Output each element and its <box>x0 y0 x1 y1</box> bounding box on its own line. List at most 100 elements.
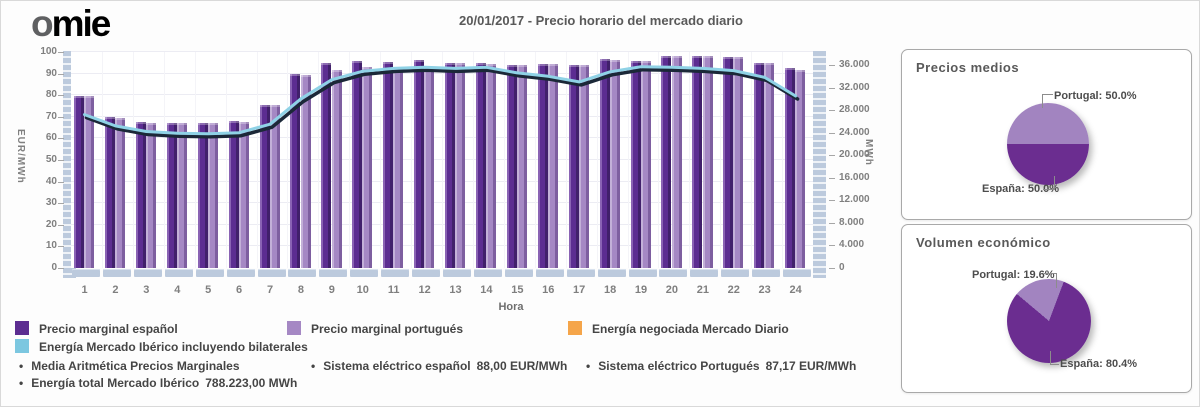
left-axis-tick-60: 60 <box>45 132 57 144</box>
logo-letter-o: o <box>31 3 54 44</box>
bar-platform-hour-11 <box>381 269 410 277</box>
bar-precio-espanol-hour-11 <box>383 61 394 268</box>
panel-volumen-economico: Volumen económico Portugal: 19.6% España… <box>901 224 1192 393</box>
x-axis-label-hour-9: 9 <box>328 284 335 296</box>
right-axis-tick-0: 0 <box>839 262 845 273</box>
bar-platform-hour-10 <box>350 269 379 277</box>
gridline <box>349 52 351 268</box>
gridline <box>689 52 691 268</box>
x-axis-label-hour-22: 22 <box>727 284 740 296</box>
right-axis-tick-4.000: 4.000 <box>839 239 865 251</box>
bar-platform-hour-2 <box>102 269 131 277</box>
bar-precio-portugues-hour-9 <box>331 70 342 268</box>
bar-precio-portugues-hour-20 <box>671 56 682 268</box>
bar-precio-portugues-hour-23 <box>764 62 775 268</box>
bar-precio-portugues-hour-12 <box>424 67 435 268</box>
gridline <box>627 52 629 268</box>
bar-precio-espanol-hour-16 <box>537 63 548 268</box>
left-axis-tick-90: 90 <box>45 67 57 79</box>
stat-label: Energía total Mercado Ibérico <box>31 376 200 390</box>
bar-precio-espanol-hour-8 <box>290 73 301 268</box>
bar-precio-espanol-hour-7 <box>259 104 270 268</box>
right-axis-tick-16.000: 16.000 <box>839 171 870 183</box>
bar-precio-portugues-hour-18 <box>609 59 620 268</box>
right-axis-tick-mark <box>829 200 835 202</box>
stat-value: 88,00 EUR/MWh <box>476 359 568 373</box>
bar-precio-espanol-hour-12 <box>414 59 425 268</box>
x-axis-label-hour-17: 17 <box>573 284 586 296</box>
bar-precio-portugues-hour-16 <box>547 63 558 268</box>
panel-title: Precios medios <box>916 60 1020 75</box>
pie-connector <box>1050 351 1059 365</box>
gridline <box>163 52 165 268</box>
right-axis-tick-mark <box>829 132 835 134</box>
right-axis-tick-mark <box>829 177 835 179</box>
bar-precio-espanol-hour-5 <box>197 123 208 268</box>
gridline <box>318 52 320 268</box>
right-axis-tick-20.000: 20.000 <box>839 149 870 161</box>
bar-precio-portugues-hour-19 <box>640 60 651 268</box>
right-axis-tick-32.000: 32.000 <box>839 81 870 93</box>
chart-plot-area <box>71 51 813 277</box>
bar-precio-portugues-hour-14 <box>486 63 497 268</box>
x-axis-label-hour-23: 23 <box>758 284 771 296</box>
x-axis-label-hour-11: 11 <box>387 284 400 296</box>
left-axis-tick-40: 40 <box>45 175 57 187</box>
bar-platform-hour-19 <box>628 269 657 277</box>
left-axis-tick-mark <box>58 73 64 75</box>
gridline <box>71 51 813 52</box>
stat-label: Media Aritmética Precios Marginales <box>31 359 240 373</box>
pie-connector <box>1042 94 1053 108</box>
bar-platform-hour-15 <box>504 269 533 277</box>
pie-label-espana: España: 50.0% <box>982 183 1060 195</box>
x-axis-label-hour-16: 16 <box>542 284 555 296</box>
bar-platform-hour-20 <box>659 269 688 277</box>
bar-precio-portugues-hour-15 <box>517 65 528 268</box>
bar-precio-espanol-hour-18 <box>599 58 610 268</box>
bar-precio-espanol-hour-3 <box>135 122 146 268</box>
right-axis-wall <box>813 51 826 278</box>
x-axis-label-hour-13: 13 <box>449 284 462 296</box>
left-axis-tick-mark <box>58 181 64 183</box>
bar-precio-espanol-hour-17 <box>568 65 579 268</box>
bar-platform-hour-7 <box>257 269 286 277</box>
omie-logo: omie <box>31 3 111 45</box>
gridline <box>782 52 784 268</box>
legend-swatch-precio-portugues <box>287 321 301 335</box>
gridline <box>380 52 382 268</box>
legend-swatch-precio-espanol <box>15 321 29 335</box>
right-axis-tick-12.000: 12.000 <box>839 194 870 206</box>
bar-platform-hour-18 <box>597 269 626 277</box>
logo-letter-m: m <box>51 3 85 44</box>
bullet-icon: • <box>19 376 24 390</box>
bullet-icon: • <box>311 359 316 373</box>
left-axis-tick-mark <box>58 268 64 269</box>
x-axis-label-hour-21: 21 <box>696 284 709 296</box>
bar-platform-hour-6 <box>226 269 255 277</box>
gridline <box>565 52 567 268</box>
gridline <box>720 52 722 268</box>
bar-precio-portugues-hour-6 <box>238 122 249 268</box>
pie-precios-medios <box>1007 103 1089 185</box>
bar-precio-espanol-hour-20 <box>661 56 672 268</box>
bar-precio-espanol-hour-21 <box>692 56 703 268</box>
x-axis-label-hour-12: 12 <box>418 284 431 296</box>
bar-precio-portugues-hour-21 <box>702 56 713 268</box>
legend-label: Energía negociada Mercado Diario <box>592 322 789 336</box>
bar-precio-espanol-hour-4 <box>166 123 177 268</box>
bar-precio-portugues-hour-2 <box>115 117 126 268</box>
energia-line-layer <box>83 65 800 139</box>
right-axis-tick-mark <box>829 222 835 224</box>
bullet-icon: • <box>19 359 24 373</box>
bar-platform-hour-12 <box>412 269 441 277</box>
x-axis-label-hour-20: 20 <box>665 284 679 296</box>
bar-platform-hour-9 <box>319 269 348 277</box>
stat-sistema-portugues: • Sistema eléctrico Portugués 87,17 EUR/MW… <box>586 359 856 373</box>
x-axis-label-hour-19: 19 <box>634 284 648 296</box>
left-axis-tick-mark <box>58 246 64 248</box>
x-axis-label-hour-24: 24 <box>789 284 802 296</box>
gridline <box>503 52 505 268</box>
x-axis-label-hour-1: 1 <box>81 284 88 296</box>
right-axis-tick-mark <box>829 155 835 157</box>
